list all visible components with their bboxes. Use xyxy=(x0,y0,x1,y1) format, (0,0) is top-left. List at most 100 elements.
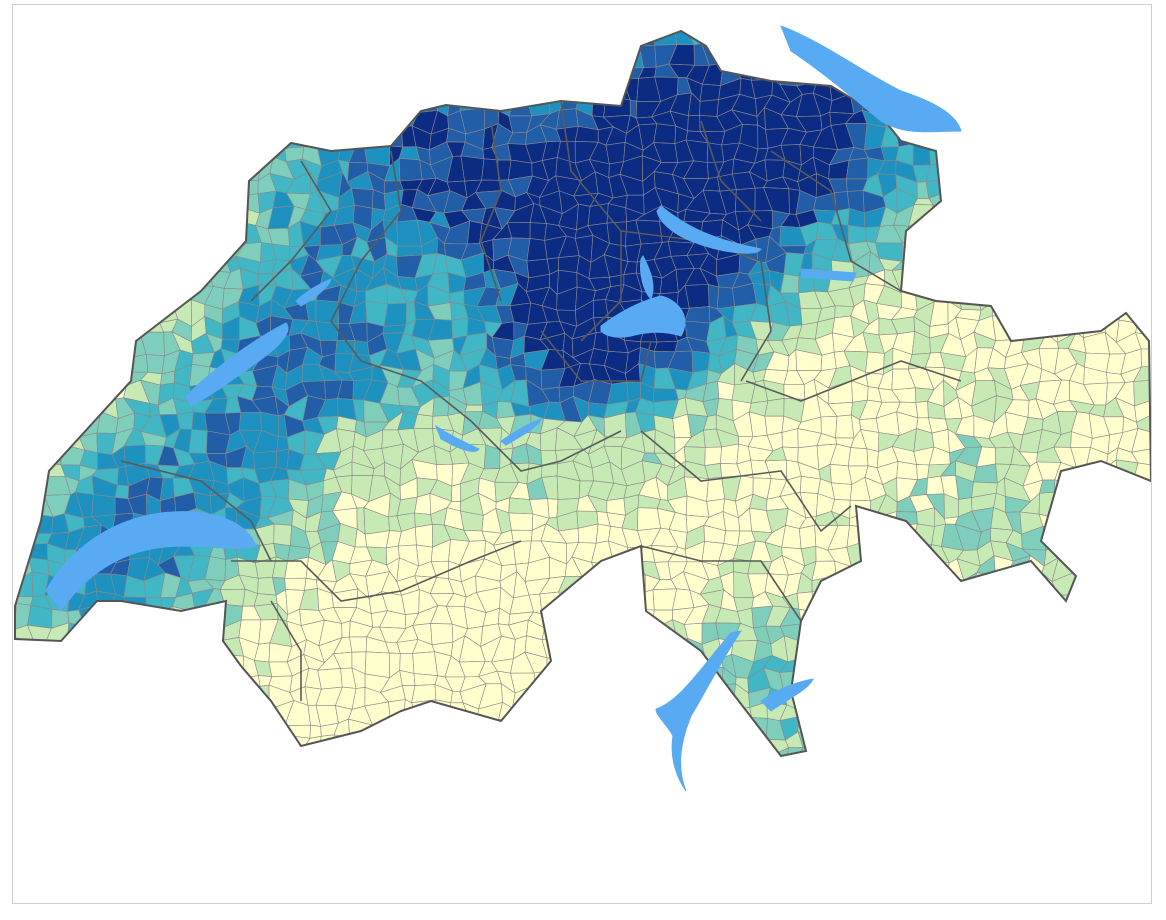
municipality-area[interactable] xyxy=(225,781,244,805)
municipality-area[interactable] xyxy=(733,716,752,739)
municipality-area[interactable] xyxy=(750,737,768,758)
municipality-area[interactable] xyxy=(283,28,302,50)
municipality-area[interactable] xyxy=(811,737,833,754)
municipality-area[interactable] xyxy=(414,35,438,54)
municipality-area[interactable] xyxy=(19,444,38,468)
municipality-area[interactable] xyxy=(1010,588,1031,614)
municipality-area[interactable] xyxy=(20,399,36,414)
municipality-area[interactable] xyxy=(31,320,52,341)
municipality-area[interactable] xyxy=(322,29,340,54)
municipality-area[interactable] xyxy=(271,47,294,70)
municipality-area[interactable] xyxy=(224,110,238,129)
municipality-area[interactable] xyxy=(1134,45,1151,65)
municipality-area[interactable] xyxy=(1089,604,1104,629)
municipality-area[interactable] xyxy=(46,724,69,736)
municipality-area[interactable] xyxy=(912,237,934,261)
municipality-area[interactable] xyxy=(141,301,160,324)
municipality-area[interactable] xyxy=(796,591,815,613)
municipality-area[interactable] xyxy=(60,171,82,191)
municipality-area[interactable] xyxy=(156,784,178,803)
municipality-area[interactable] xyxy=(158,638,179,660)
municipality-area[interactable] xyxy=(108,191,129,206)
municipality-area[interactable] xyxy=(1024,80,1043,101)
municipality-area[interactable] xyxy=(370,786,384,802)
municipality-area[interactable] xyxy=(492,716,515,743)
municipality-area[interactable] xyxy=(1084,299,1110,320)
municipality-area[interactable] xyxy=(1038,593,1059,613)
municipality-area[interactable] xyxy=(176,96,197,116)
municipality-area[interactable] xyxy=(113,701,133,723)
municipality-area[interactable] xyxy=(1035,59,1062,85)
municipality-area[interactable] xyxy=(96,146,112,163)
municipality-area[interactable] xyxy=(433,733,451,757)
municipality-area[interactable] xyxy=(125,204,147,229)
municipality-area[interactable] xyxy=(396,92,420,113)
municipality-area[interactable] xyxy=(913,592,935,613)
municipality-area[interactable] xyxy=(13,402,23,416)
municipality-area[interactable] xyxy=(65,669,86,690)
municipality-area[interactable] xyxy=(893,48,920,61)
municipality-area[interactable] xyxy=(539,591,567,615)
municipality-area[interactable] xyxy=(273,734,291,758)
municipality-area[interactable] xyxy=(99,767,119,788)
municipality-area[interactable] xyxy=(609,45,621,69)
municipality-area[interactable] xyxy=(35,141,53,165)
municipality-area[interactable] xyxy=(1066,716,1093,739)
municipality-area[interactable] xyxy=(340,124,358,145)
municipality-area[interactable] xyxy=(1136,301,1151,324)
municipality-area[interactable] xyxy=(990,77,1015,99)
municipality-area[interactable] xyxy=(77,767,101,785)
municipality-area[interactable] xyxy=(125,765,148,786)
municipality-area[interactable] xyxy=(1044,126,1061,147)
municipality-area[interactable] xyxy=(559,683,578,709)
municipality-area[interactable] xyxy=(1101,573,1123,592)
municipality-area[interactable] xyxy=(1068,731,1093,757)
municipality-area[interactable] xyxy=(628,689,647,711)
municipality-area[interactable] xyxy=(353,94,370,113)
municipality-area[interactable] xyxy=(195,66,213,87)
municipality-area[interactable] xyxy=(115,622,133,647)
municipality-area[interactable] xyxy=(192,95,216,114)
municipality-area[interactable] xyxy=(460,782,481,804)
municipality-area[interactable] xyxy=(1020,161,1040,183)
municipality-area[interactable] xyxy=(29,355,52,368)
municipality-area[interactable] xyxy=(1137,284,1151,307)
municipality-area[interactable] xyxy=(846,157,869,180)
municipality-area[interactable] xyxy=(883,524,896,551)
municipality-area[interactable] xyxy=(132,319,151,333)
municipality-area[interactable] xyxy=(30,475,45,496)
municipality-area[interactable] xyxy=(243,61,261,85)
municipality-area[interactable] xyxy=(608,589,630,608)
municipality-area[interactable] xyxy=(253,450,278,470)
municipality-area[interactable] xyxy=(577,764,593,791)
municipality-area[interactable] xyxy=(348,747,373,772)
municipality-area[interactable] xyxy=(924,607,948,630)
municipality-area[interactable] xyxy=(156,124,182,151)
municipality-area[interactable] xyxy=(815,717,833,743)
municipality-area[interactable] xyxy=(1005,668,1031,691)
municipality-area[interactable] xyxy=(255,716,274,737)
municipality-area[interactable] xyxy=(941,242,968,262)
municipality-area[interactable] xyxy=(883,544,899,559)
municipality-area[interactable] xyxy=(46,157,65,180)
municipality-area[interactable] xyxy=(956,731,979,750)
municipality-area[interactable] xyxy=(1035,705,1058,725)
municipality-area[interactable] xyxy=(76,93,102,118)
municipality-area[interactable] xyxy=(177,655,198,678)
municipality-area[interactable] xyxy=(541,43,567,69)
municipality-area[interactable] xyxy=(877,737,901,749)
municipality-area[interactable] xyxy=(60,257,79,269)
municipality-area[interactable] xyxy=(444,768,468,789)
municipality-area[interactable] xyxy=(49,267,70,290)
municipality-area[interactable] xyxy=(1083,573,1103,599)
municipality-area[interactable] xyxy=(829,30,852,47)
municipality-area[interactable] xyxy=(1005,194,1025,210)
municipality-area[interactable] xyxy=(638,652,662,677)
municipality-area[interactable] xyxy=(13,636,35,663)
municipality-area[interactable] xyxy=(860,689,885,709)
municipality-area[interactable] xyxy=(128,638,151,659)
municipality-area[interactable] xyxy=(35,411,54,439)
municipality-area[interactable] xyxy=(1051,226,1077,242)
municipality-area[interactable] xyxy=(1066,705,1093,723)
municipality-area[interactable] xyxy=(108,308,135,326)
